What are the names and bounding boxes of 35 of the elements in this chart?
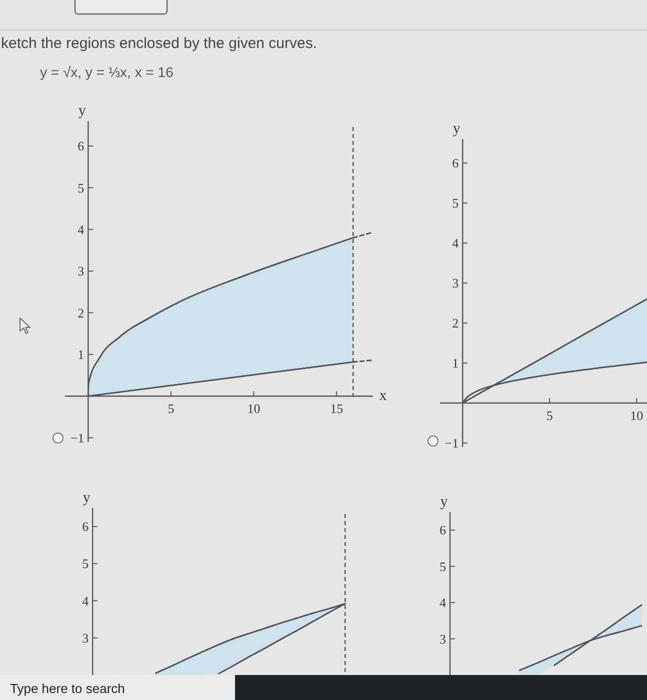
y-tick-label: 1 [452, 356, 459, 371]
y-axis-title: y [78, 103, 86, 119]
y-tick-label: 3 [440, 631, 446, 646]
y-tick-label: 6 [440, 522, 446, 538]
y-tick-label: 5 [82, 556, 89, 572]
y-tick-label: 3 [78, 264, 84, 279]
text: y = √x, y = ⅓x, x = 16 [40, 64, 174, 80]
y-tick-label: −1 [70, 430, 84, 446]
y-tick-label: 3 [82, 630, 89, 646]
y-tick-label: 4 [82, 593, 90, 608]
x-tick-label: 10 [247, 401, 260, 416]
x-tick-label: 5 [546, 408, 553, 423]
x-tick-label: 5 [168, 401, 174, 416]
y-tick-label: 1 [78, 347, 84, 362]
y-tick-label: 4 [78, 222, 85, 237]
y-tick-label: 6 [452, 156, 460, 171]
y-tick-label: 5 [440, 558, 446, 574]
x-tick-label: 10 [630, 408, 644, 423]
y-tick-label: 5 [78, 180, 84, 196]
y-tick-label: −1 [444, 436, 459, 451]
y-tick-label: 6 [78, 138, 85, 154]
y-tick-label: 5 [452, 196, 459, 211]
y-tick-label: 2 [78, 305, 84, 320]
y-tick-label: 6 [82, 519, 90, 534]
y-axis-title: y [440, 494, 448, 510]
text: ketch the regions enclosed by the given curves. [1, 35, 318, 52]
y-tick-label: 3 [452, 276, 459, 291]
y-axis-title: y [452, 121, 461, 137]
y-tick-label: 4 [440, 595, 446, 610]
x-axis-title: x [379, 388, 388, 404]
y-axis-title: y [82, 490, 91, 506]
y-tick-label: 2 [452, 316, 459, 331]
y-tick-label: 4 [452, 236, 460, 251]
text: Type here to search [10, 681, 125, 696]
x-tick-label: 15 [330, 401, 344, 416]
